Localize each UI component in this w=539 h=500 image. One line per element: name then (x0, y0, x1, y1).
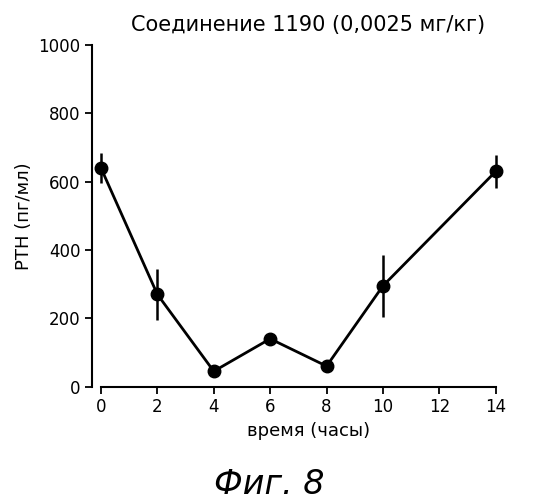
Y-axis label: РТН (пг/мл): РТН (пг/мл) (15, 162, 33, 270)
Title: Соединение 1190 (0,0025 мг/кг): Соединение 1190 (0,0025 мг/кг) (131, 15, 485, 35)
X-axis label: время (часы): время (часы) (247, 422, 370, 440)
Text: Фиг. 8: Фиг. 8 (214, 468, 325, 500)
